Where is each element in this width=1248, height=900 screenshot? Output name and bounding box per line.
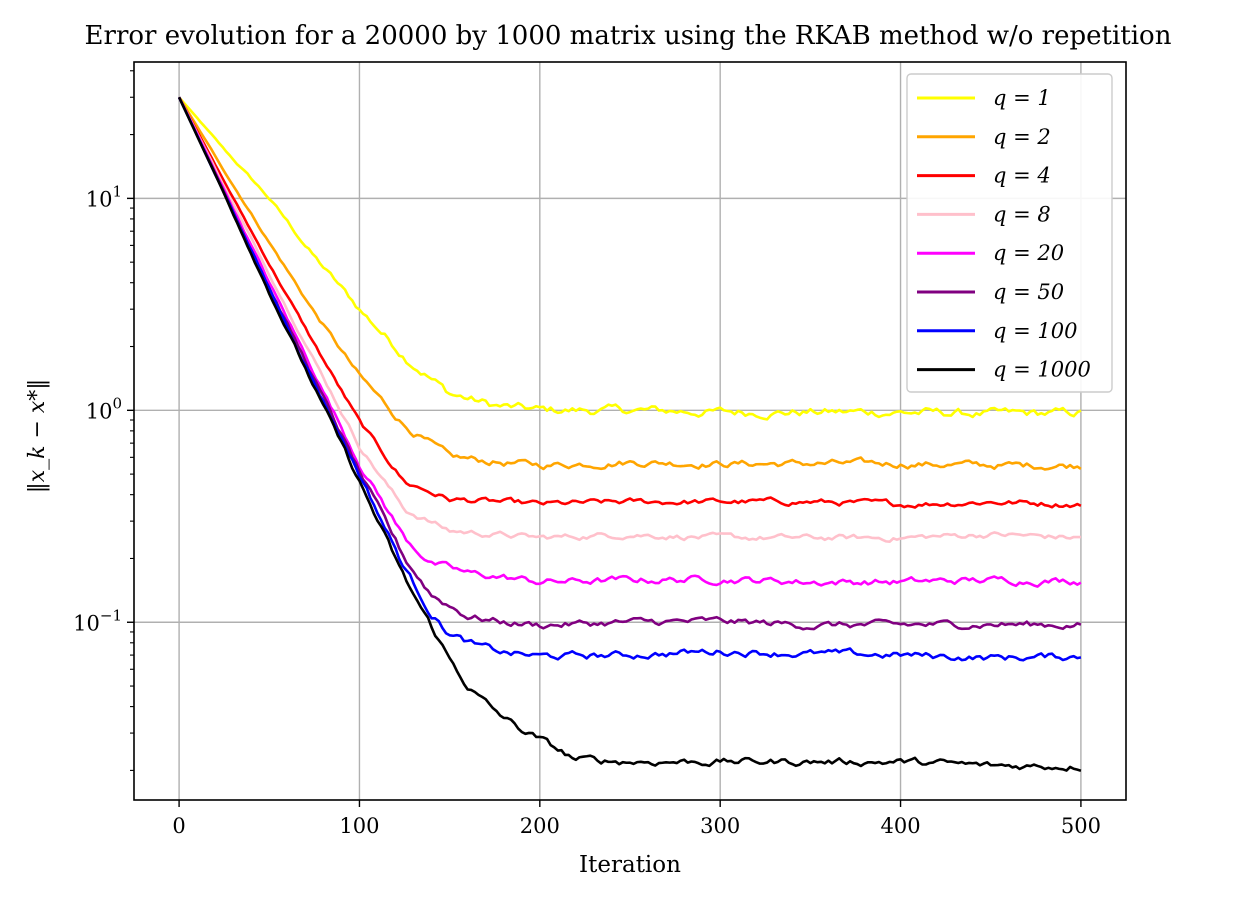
x-axis-label: Iteration xyxy=(579,852,681,878)
series-line-0 xyxy=(178,96,1082,421)
x-tick-label: 300 xyxy=(700,814,740,838)
x-tick-label: 200 xyxy=(520,814,560,838)
x-tick-label: 400 xyxy=(880,814,920,838)
legend-label: q = 20 xyxy=(993,241,1064,265)
legend-box xyxy=(906,73,1113,393)
series-line-7 xyxy=(177,96,1082,772)
x-tick-label: 500 xyxy=(1061,814,1101,838)
series-line-2 xyxy=(177,96,1082,509)
x-tick-label: 100 xyxy=(339,814,379,838)
chart-title: Error evolution for a 20000 by 1000 matr… xyxy=(85,21,1172,51)
legend-label: q = 4 xyxy=(993,164,1051,188)
x-axis: 0 100 200 300 400 500 xyxy=(172,800,1101,838)
legend-label: q = 2 xyxy=(993,125,1051,149)
y-tick-label: 101 xyxy=(86,182,122,211)
legend-label: q = 1 xyxy=(993,86,1051,110)
legend-label: q = 8 xyxy=(993,202,1051,226)
legend-label: q = 50 xyxy=(993,280,1064,304)
y-tick-label: 100 xyxy=(86,394,122,423)
legend-label: q = 1000 xyxy=(993,358,1091,382)
series-line-1 xyxy=(177,96,1082,471)
y-tick-label: 10−1 xyxy=(73,606,122,635)
series-lines xyxy=(177,96,1082,772)
legend-label: q = 100 xyxy=(993,319,1077,343)
y-axis-label: ‖x_k − x*‖ xyxy=(25,379,50,494)
x-tick-label: 0 xyxy=(172,814,185,838)
legend: q = 1 q = 2 q = 4 q = 8 q = 20 q = 50 q = 100 q… xyxy=(906,73,1113,393)
y-axis: 101 100 10−1 xyxy=(73,70,134,771)
series-line-5 xyxy=(177,96,1082,631)
series-line-3 xyxy=(177,96,1081,543)
series-line-4 xyxy=(177,96,1082,588)
